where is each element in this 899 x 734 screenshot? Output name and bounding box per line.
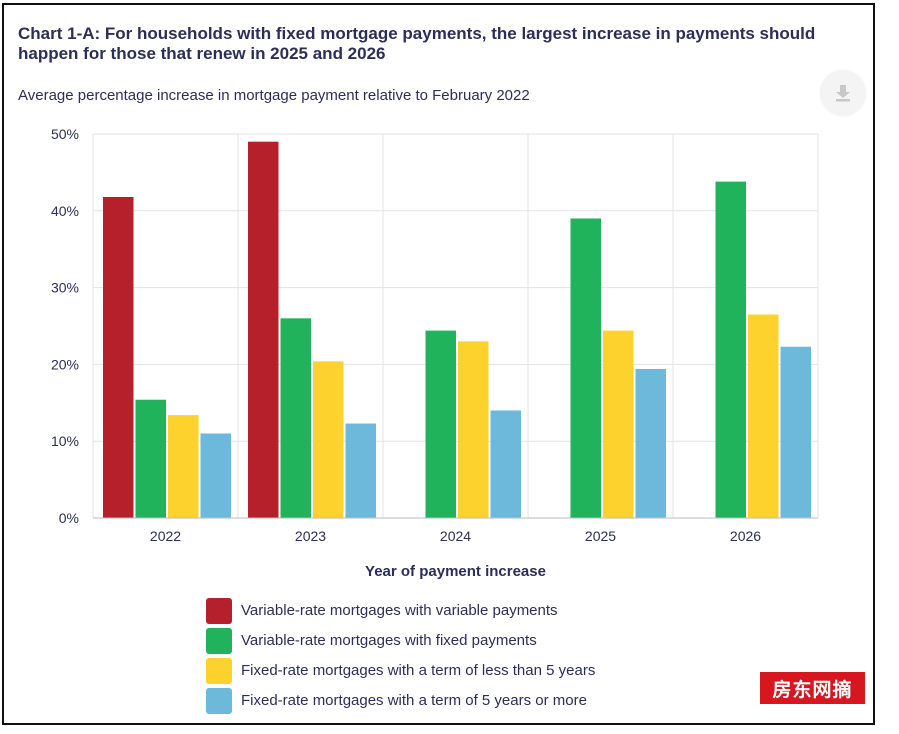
bar xyxy=(490,410,521,518)
x-tick-label: 2023 xyxy=(295,528,326,544)
bar xyxy=(748,314,779,518)
y-tick-label: 50% xyxy=(51,126,79,142)
x-tick-label: 2024 xyxy=(440,528,471,544)
x-tick-label: 2026 xyxy=(730,528,761,544)
x-tick-label: 2025 xyxy=(585,528,616,544)
bar xyxy=(200,433,231,518)
legend-swatch xyxy=(206,597,232,624)
legend-label: Variable-rate mortgages with fixed payme… xyxy=(241,632,537,649)
bar xyxy=(780,346,811,518)
legend-item[interactable]: Variable-rate mortgages with fixed payme… xyxy=(206,627,595,654)
legend-swatch xyxy=(206,627,232,654)
bar xyxy=(635,369,666,518)
download-button[interactable] xyxy=(821,71,865,115)
watermark-badge: 房东网摘 xyxy=(760,672,865,704)
bar xyxy=(135,399,166,518)
bar xyxy=(345,423,376,518)
legend-swatch xyxy=(206,657,232,684)
bar xyxy=(715,181,746,518)
legend-item[interactable]: Fixed-rate mortgages with a term of less… xyxy=(206,657,596,684)
x-tick-label: 2022 xyxy=(150,528,181,544)
bar xyxy=(168,415,199,518)
y-tick-label: 10% xyxy=(51,433,79,449)
y-tick-label: 0% xyxy=(59,510,79,526)
bar xyxy=(458,341,489,518)
x-axis-title: Year of payment increase xyxy=(365,563,546,580)
download-icon xyxy=(836,85,850,102)
chart-subtitle: Average percentage increase in mortgage … xyxy=(18,87,530,104)
bar xyxy=(603,330,634,518)
y-tick-label: 30% xyxy=(51,280,79,296)
chart-legend: Variable-rate mortgages with variable pa… xyxy=(206,597,596,718)
legend-label: Fixed-rate mortgages with a term of less… xyxy=(241,662,596,679)
bar xyxy=(570,218,601,519)
legend-item[interactable]: Fixed-rate mortgages with a term of 5 ye… xyxy=(206,687,595,714)
bar xyxy=(248,141,279,518)
y-tick-label: 20% xyxy=(51,356,79,372)
legend-swatch xyxy=(206,687,232,714)
legend-label: Fixed-rate mortgages with a term of 5 ye… xyxy=(241,692,587,709)
y-tick-label: 40% xyxy=(51,203,79,219)
bar xyxy=(425,330,456,518)
legend-label: Variable-rate mortgages with variable pa… xyxy=(241,602,558,619)
bar xyxy=(280,318,311,518)
bar xyxy=(103,196,134,518)
legend-item[interactable]: Variable-rate mortgages with variable pa… xyxy=(206,597,595,624)
chart-title: Chart 1-A: For households with fixed mor… xyxy=(18,24,816,63)
bar xyxy=(313,361,344,518)
